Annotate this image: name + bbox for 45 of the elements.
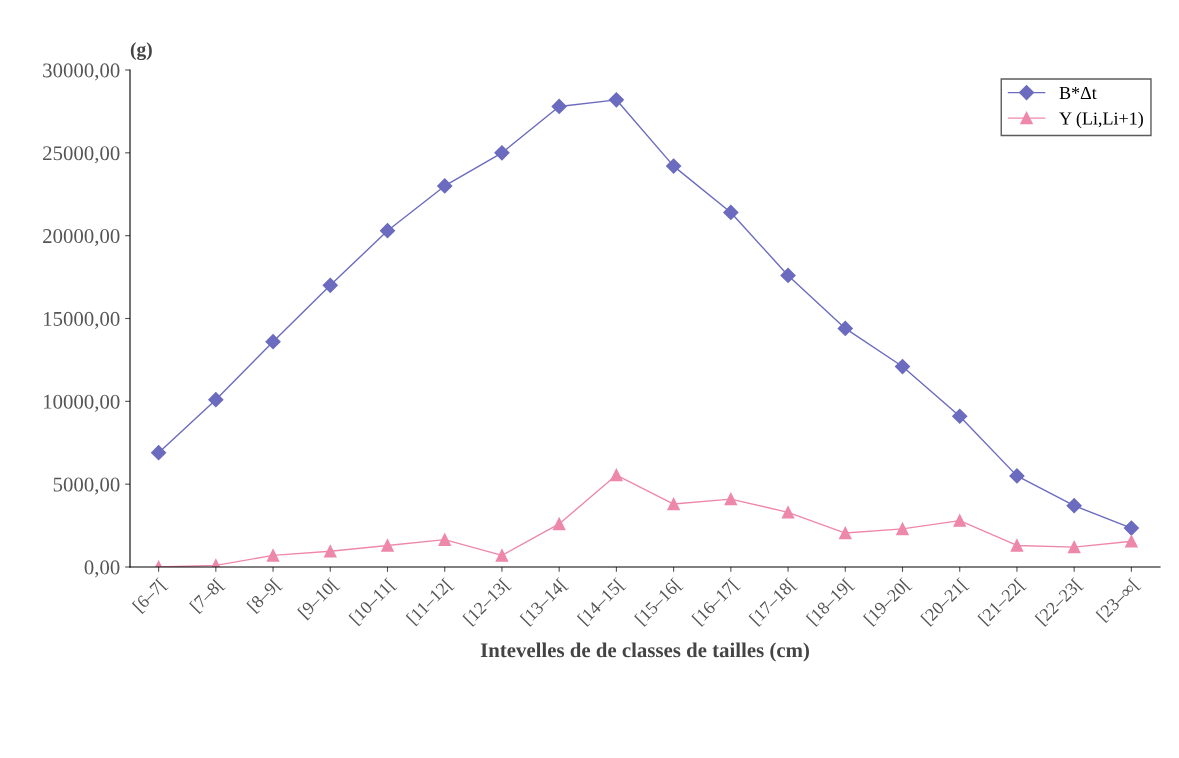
point [666, 158, 682, 174]
point [896, 522, 909, 536]
point [1125, 535, 1138, 548]
point [208, 392, 224, 408]
point [1009, 468, 1025, 484]
point [551, 98, 567, 115]
point [1123, 520, 1139, 536]
point [151, 445, 167, 461]
point [837, 320, 853, 337]
y-axis-title: (g) [130, 42, 152, 61]
point [1066, 498, 1082, 514]
x-axis-title: Intevelles de de classes de tailles (cm) [480, 642, 809, 662]
point [266, 549, 280, 562]
y-tick-label: 0,00 [84, 560, 120, 578]
point [781, 506, 795, 519]
y-tick-label: 30000,00 [43, 63, 120, 81]
point [438, 533, 451, 546]
point [894, 358, 911, 375]
point [610, 468, 623, 482]
point [839, 526, 852, 540]
y-tick-label: 25000,00 [43, 146, 120, 164]
point [265, 334, 281, 350]
point [437, 178, 453, 194]
point [552, 517, 566, 531]
y-tick-label: 15000,00 [43, 311, 120, 329]
point [723, 204, 739, 221]
point [379, 223, 396, 239]
point [608, 92, 624, 108]
point [494, 145, 510, 161]
y-tick-label: 10000,00 [43, 394, 120, 412]
point [1067, 540, 1081, 554]
legend-label: Y (Li,Li+1) [1059, 111, 1143, 129]
point [324, 545, 337, 558]
y-tick-label: 20000,00 [43, 229, 120, 247]
point [952, 408, 968, 424]
point [780, 267, 796, 283]
point [495, 549, 509, 562]
y-tick-label: 5000,00 [53, 477, 120, 495]
point [953, 514, 966, 527]
point [322, 277, 338, 293]
point [381, 539, 394, 552]
point [667, 497, 680, 511]
point [724, 492, 738, 506]
legend-label: B*Δt [1059, 86, 1097, 100]
point [1010, 539, 1024, 552]
